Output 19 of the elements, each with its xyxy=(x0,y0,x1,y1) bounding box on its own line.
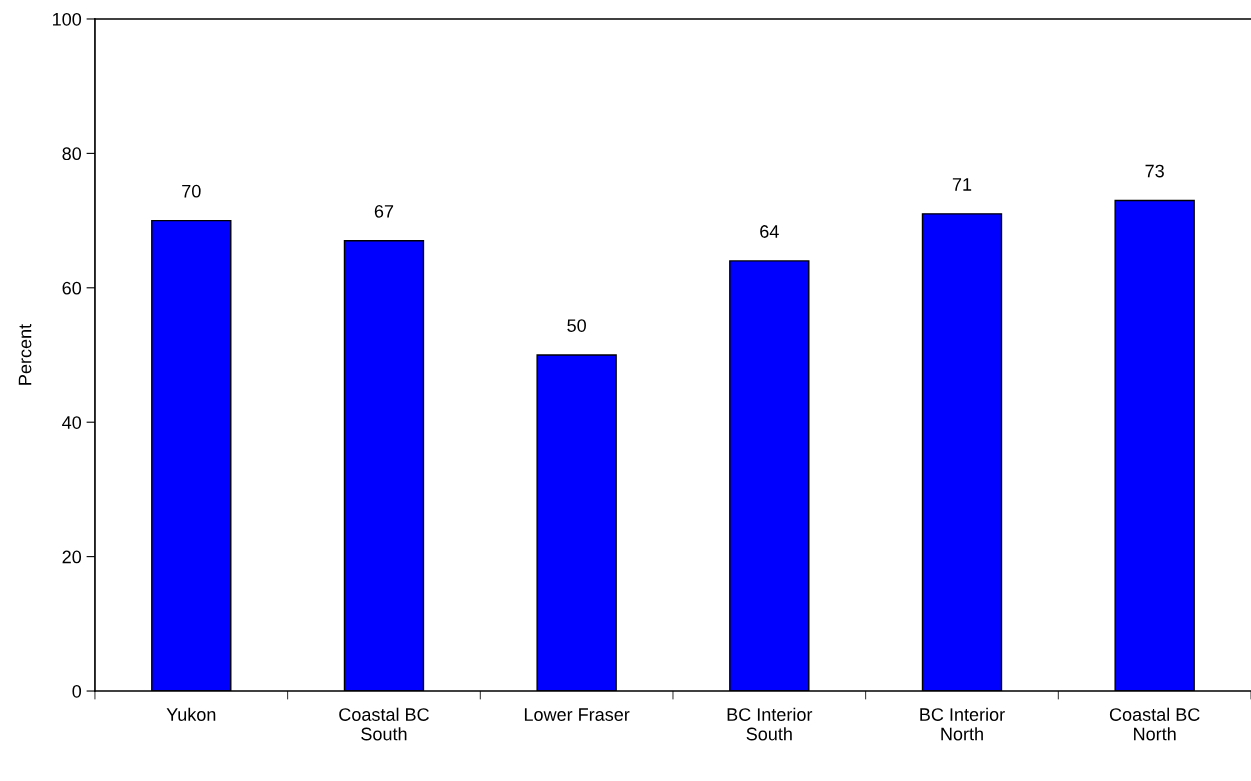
x-tick-label: Coastal BC South xyxy=(339,707,429,741)
data-label: 70 xyxy=(182,184,201,198)
x-tick-label: Lower Fraser xyxy=(524,708,630,721)
data-label: 67 xyxy=(374,204,394,218)
y-tick-label: 100 xyxy=(53,12,82,26)
y-tick-label: 60 xyxy=(62,281,82,295)
data-label: 64 xyxy=(760,225,779,238)
data-label: 50 xyxy=(567,319,586,332)
x-tick-label: Yukon xyxy=(166,707,216,721)
y-tick-label: 80 xyxy=(62,147,82,161)
y-axis-title: Percent xyxy=(18,324,32,385)
y-tick-label: 0 xyxy=(72,684,82,698)
y-tick-label: 20 xyxy=(62,550,82,564)
y-tick-label: 40 xyxy=(62,416,82,429)
x-tick-label: BC Interior North xyxy=(920,707,1005,741)
data-label: 73 xyxy=(1145,164,1164,178)
x-tick-label: Coastal BC North xyxy=(1109,707,1200,741)
x-tick-label: BC Interior South xyxy=(727,707,813,741)
data-label: 71 xyxy=(952,178,972,191)
